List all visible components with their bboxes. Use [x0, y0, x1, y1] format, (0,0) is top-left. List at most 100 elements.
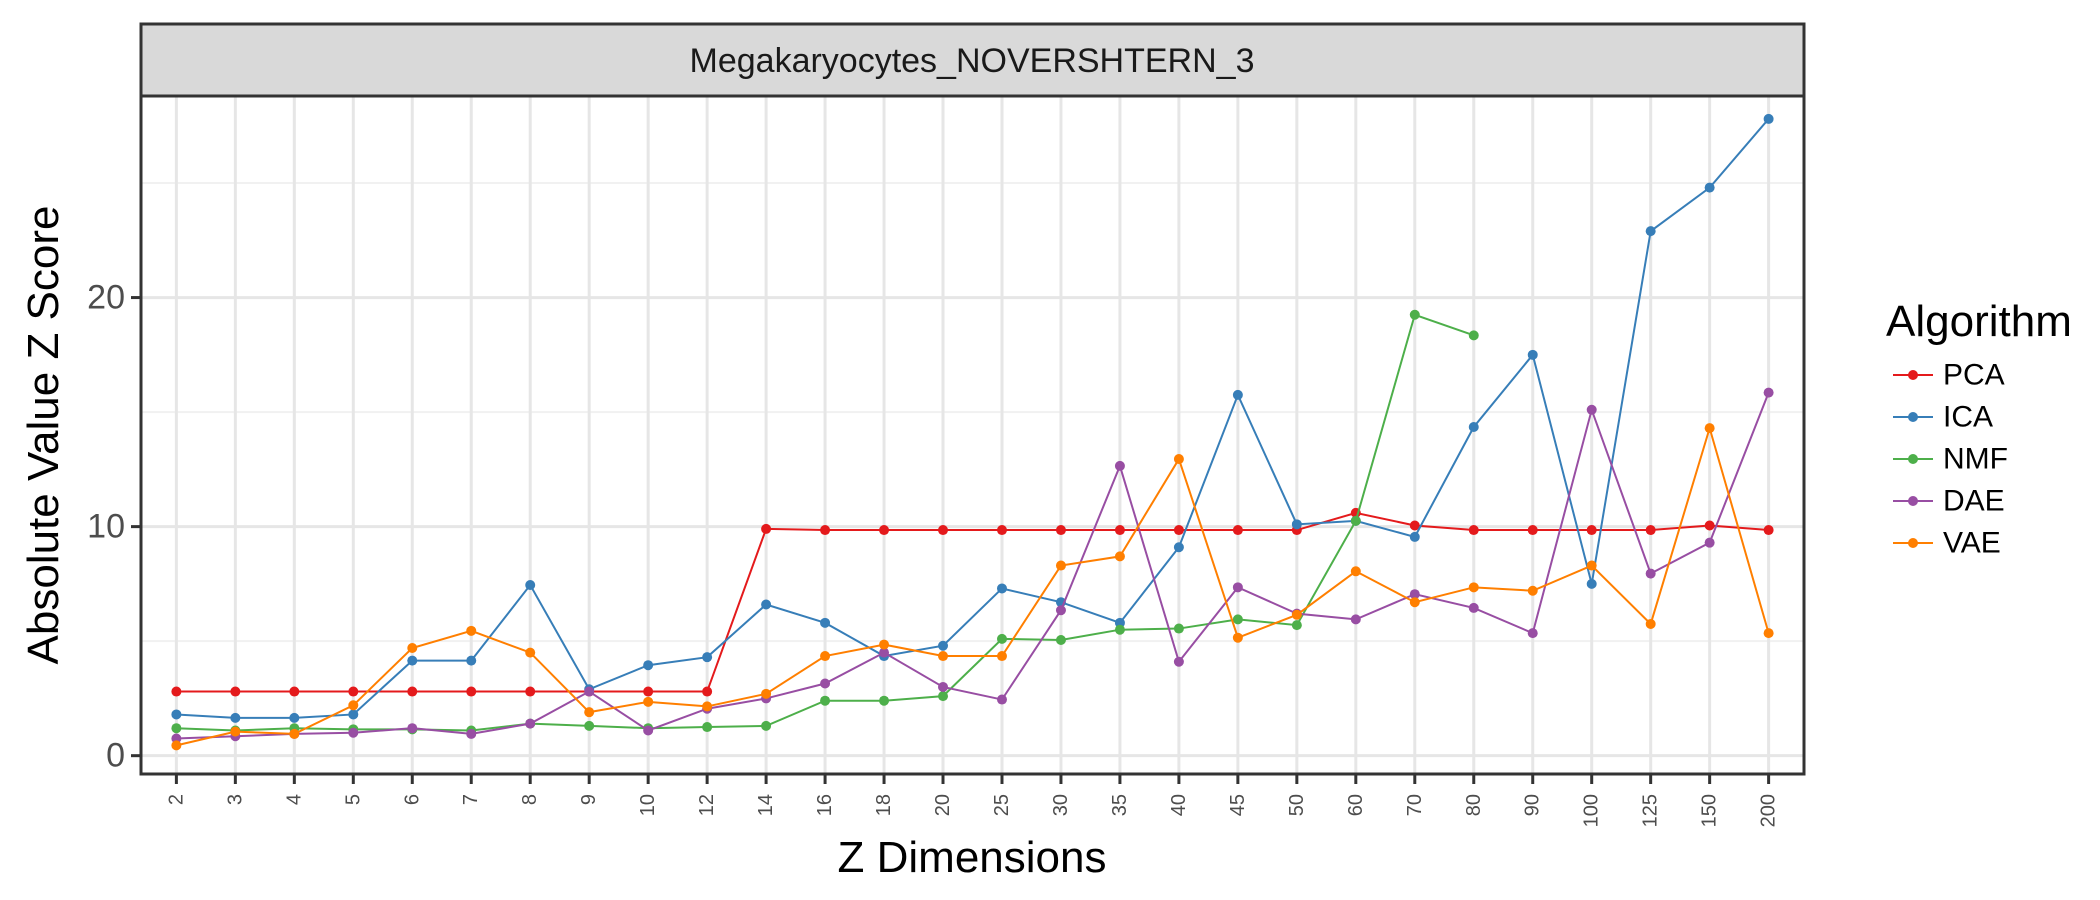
data-point-dae — [348, 727, 359, 738]
data-point-dae — [1409, 589, 1420, 600]
x-tick-label: 45 — [1227, 794, 1249, 816]
data-point-ica — [171, 709, 182, 720]
y-axis-title: Absolute Value Z Score — [19, 206, 68, 665]
data-point-pca — [1763, 525, 1774, 536]
data-point-vae — [1586, 560, 1597, 571]
data-point-vae — [171, 740, 182, 751]
data-point-ica — [643, 660, 654, 671]
data-point-pca — [1586, 525, 1597, 536]
data-point-ica — [996, 583, 1007, 594]
data-point-pca — [289, 686, 300, 697]
x-tick-label: 10 — [637, 794, 659, 816]
data-point-nmf — [1291, 620, 1302, 631]
y-tick-label: 20 — [87, 279, 125, 317]
series-vae — [171, 423, 1774, 751]
data-point-vae — [1468, 582, 1479, 593]
x-tick-label: 60 — [1345, 794, 1367, 816]
data-point-vae — [1232, 632, 1243, 643]
data-point-pca — [525, 686, 536, 697]
x-tick-label: 14 — [755, 794, 777, 816]
x-tick-label: 150 — [1699, 794, 1721, 827]
data-point-pca — [407, 686, 418, 697]
data-point-vae — [230, 726, 241, 737]
x-tick-label: 25 — [991, 794, 1013, 816]
series-line-ica — [176, 118, 1770, 719]
data-point-nmf — [584, 720, 595, 731]
data-point-pca — [879, 525, 890, 536]
data-point-vae — [820, 651, 831, 662]
data-point-pca — [1527, 525, 1538, 536]
data-point-vae — [1645, 618, 1656, 629]
data-point-vae — [938, 651, 949, 662]
series-ica — [171, 113, 1774, 723]
legend-key-point-pca — [1908, 370, 1918, 380]
data-point-ica — [348, 709, 359, 720]
data-point-dae — [820, 678, 831, 689]
series-line-dae — [176, 392, 1770, 740]
data-point-nmf — [761, 720, 772, 731]
data-point-pca — [230, 686, 241, 697]
data-point-ica — [1232, 389, 1243, 400]
data-point-vae — [407, 643, 418, 654]
data-point-vae — [584, 707, 595, 718]
data-point-ica — [1763, 113, 1774, 124]
facet-strip — [139, 22, 1806, 98]
data-point-ica — [820, 617, 831, 628]
data-point-ica — [1291, 519, 1302, 530]
data-point-pca — [643, 686, 654, 697]
x-tick-label: 20 — [932, 794, 954, 816]
legend-label-vae: VAE — [1943, 527, 2001, 560]
data-point-nmf — [1114, 624, 1125, 635]
data-point-nmf — [171, 723, 182, 734]
data-point-pca — [466, 686, 477, 697]
data-point-vae — [348, 700, 359, 711]
data-point-dae — [1763, 387, 1774, 398]
data-point-vae — [1291, 609, 1302, 620]
data-point-vae — [1114, 551, 1125, 562]
data-point-dae — [1468, 602, 1479, 613]
data-point-vae — [1173, 454, 1184, 465]
legend-label-nmf: NMF — [1943, 443, 2008, 476]
x-tick-label: 100 — [1581, 794, 1603, 827]
data-point-nmf — [1232, 614, 1243, 625]
data-point-vae — [525, 647, 536, 658]
x-tick-label: 80 — [1463, 794, 1485, 816]
data-point-pca — [1645, 525, 1656, 536]
data-point-pca — [1468, 525, 1479, 536]
data-point-pca — [1173, 525, 1184, 536]
data-point-nmf — [996, 633, 1007, 644]
data-point-vae — [1527, 585, 1538, 596]
legend: Algorithm PCA ICA NMF DAE VAE — [1886, 297, 2072, 560]
x-tick-label: 50 — [1286, 794, 1308, 816]
x-tick-label: 35 — [1109, 794, 1131, 816]
data-point-dae — [996, 694, 1007, 705]
series-layer — [171, 113, 1774, 751]
series-line-vae — [176, 424, 1770, 747]
grid-lines — [141, 96, 1804, 774]
x-tick-label: 6 — [401, 794, 423, 805]
data-point-dae — [466, 728, 477, 739]
data-point-ica — [466, 655, 477, 666]
data-point-dae — [1704, 537, 1715, 548]
data-point-dae — [1232, 582, 1243, 593]
y-tick-label: 10 — [87, 508, 125, 546]
data-point-ica — [407, 655, 418, 666]
plot-border — [139, 94, 1806, 776]
legend-key-point-dae — [1908, 496, 1918, 506]
x-tick-label: 90 — [1522, 794, 1544, 816]
data-point-pca — [702, 686, 713, 697]
data-point-ica — [702, 652, 713, 663]
x-tick-label: 3 — [224, 794, 246, 805]
data-point-dae — [938, 681, 949, 692]
data-point-dae — [1586, 404, 1597, 415]
data-point-vae — [466, 625, 477, 636]
data-point-ica — [289, 712, 300, 723]
data-point-ica — [1704, 182, 1715, 193]
x-tick-label: 125 — [1640, 794, 1662, 827]
data-point-ica — [1527, 349, 1538, 360]
legend-key-point-vae — [1908, 538, 1918, 548]
data-point-ica — [761, 599, 772, 610]
data-point-vae — [643, 696, 654, 707]
data-point-dae — [1645, 568, 1656, 579]
